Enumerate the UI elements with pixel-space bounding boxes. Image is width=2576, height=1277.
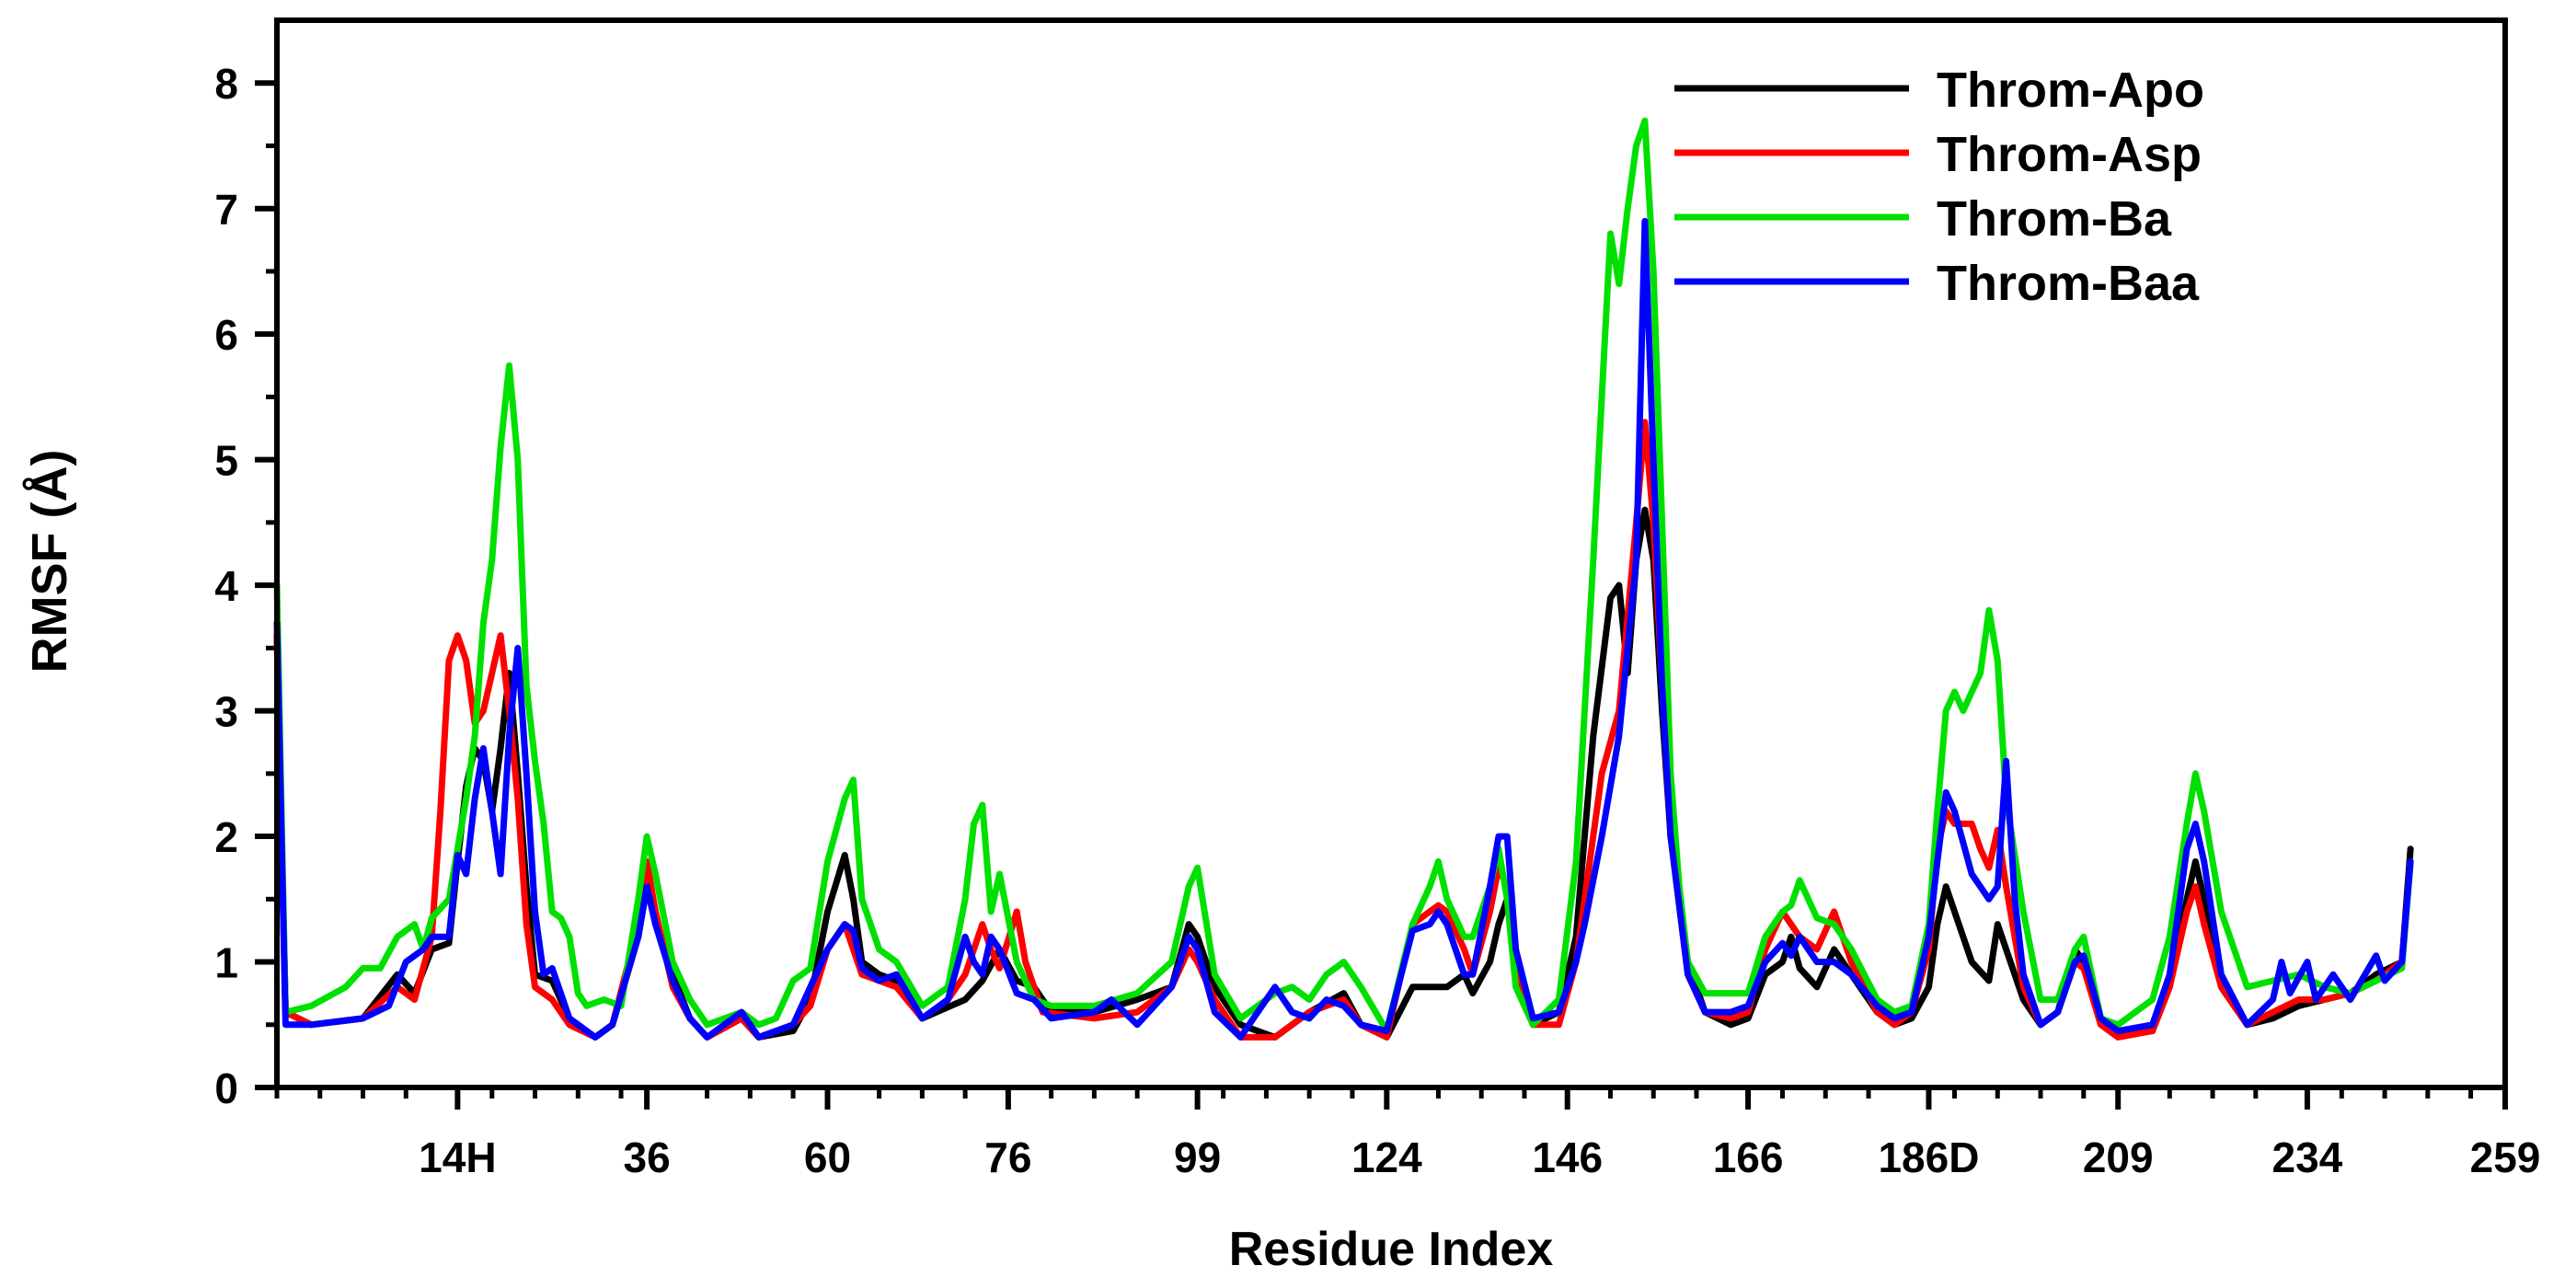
x-tick-label: 234 (2272, 1133, 2343, 1181)
series-layer (273, 117, 2414, 1041)
x-tick-label: 14H (419, 1133, 496, 1181)
x-tick-label: 166 (1713, 1133, 1784, 1181)
legend: Throm-Apo Throm-Asp Throm-Ba Throm-Baa (1674, 63, 2204, 311)
y-tick-label: 6 (214, 311, 238, 359)
y-tick-label: 2 (214, 813, 238, 861)
plot-frame (274, 17, 2508, 1090)
x-tick-label: 99 (1174, 1133, 1221, 1181)
y-tick-label: 1 (214, 939, 238, 987)
x-axis-ticks: 14H 36 60 76 99 124 146 166 186D 209 234 259 (274, 1087, 2541, 1181)
x-axis-title: Residue Index (1229, 1223, 1554, 1276)
y-tick-label: 7 (214, 186, 238, 234)
legend-label: Throm-Ba (1937, 191, 2172, 247)
x-tick-label: 259 (2470, 1133, 2541, 1181)
x-tick-label: 76 (984, 1133, 1031, 1181)
y-axis-title: RMSF (Å) (22, 450, 77, 673)
y-tick-label: 0 (214, 1064, 238, 1112)
legend-label: Throm-Asp (1937, 127, 2202, 182)
x-tick-label: 124 (1351, 1133, 1422, 1181)
axes-layer (274, 17, 2508, 1090)
x-tick-label: 60 (804, 1133, 851, 1181)
y-tick-label: 4 (214, 562, 238, 610)
legend-label: Throm-Apo (1937, 63, 2204, 118)
y-tick-label: 3 (214, 688, 238, 736)
y-tick-label: 8 (214, 60, 238, 108)
x-tick-label: 209 (2083, 1133, 2154, 1181)
y-tick-label: 5 (214, 437, 238, 485)
x-tick-label: 146 (1532, 1133, 1603, 1181)
legend-label: Throm-Baa (1937, 256, 2200, 311)
x-tick-label: 36 (624, 1133, 671, 1181)
series-line-throm-baa (273, 217, 2414, 1041)
y-axis-ticks: 0 1 2 3 4 5 6 7 8 (214, 60, 277, 1112)
x-tick-label: 186D (1878, 1133, 1979, 1181)
series-line-throm-asp (273, 419, 2414, 1041)
